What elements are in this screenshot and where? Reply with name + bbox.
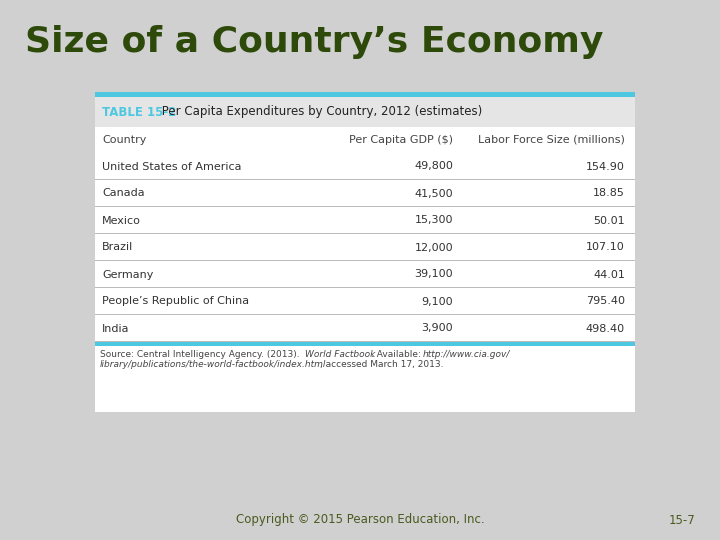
- Text: 154.90: 154.90: [586, 161, 625, 172]
- Bar: [95, 261, 635, 288]
- Text: 3,900: 3,900: [421, 323, 453, 334]
- Bar: [95, 92, 635, 97]
- Text: Canada: Canada: [102, 188, 145, 199]
- Text: 44.01: 44.01: [593, 269, 625, 280]
- Text: 795.40: 795.40: [586, 296, 625, 307]
- Text: Mexico: Mexico: [102, 215, 141, 226]
- Text: Copyright © 2015 Pearson Education, Inc.: Copyright © 2015 Pearson Education, Inc.: [235, 514, 485, 526]
- Bar: [95, 179, 635, 180]
- Text: 18.85: 18.85: [593, 188, 625, 199]
- Text: India: India: [102, 323, 130, 334]
- Bar: [95, 234, 635, 261]
- Text: Source: Central Intelligency Agency. (2013).: Source: Central Intelligency Agency. (20…: [100, 350, 302, 359]
- Text: 49,800: 49,800: [414, 161, 453, 172]
- Text: World Factbook: World Factbook: [305, 350, 375, 359]
- Text: Germany: Germany: [102, 269, 153, 280]
- Bar: [95, 288, 635, 315]
- Text: 12,000: 12,000: [415, 242, 453, 253]
- Bar: [95, 314, 635, 315]
- Text: 9,100: 9,100: [421, 296, 453, 307]
- Bar: [95, 127, 635, 153]
- Bar: [95, 153, 635, 154]
- Bar: [95, 260, 635, 261]
- Text: 41,500: 41,500: [415, 188, 453, 199]
- Bar: [95, 206, 635, 207]
- Bar: [95, 153, 635, 180]
- Text: . Available:: . Available:: [371, 350, 424, 359]
- Bar: [95, 127, 635, 129]
- Bar: [95, 315, 635, 342]
- Text: , accessed March 17, 2013.: , accessed March 17, 2013.: [320, 360, 444, 369]
- Text: Labor Force Size (millions): Labor Force Size (millions): [478, 135, 625, 145]
- Text: TABLE 15-2: TABLE 15-2: [102, 105, 176, 118]
- Text: 498.40: 498.40: [586, 323, 625, 334]
- Text: United States of America: United States of America: [102, 161, 241, 172]
- Bar: [95, 97, 635, 127]
- Text: 39,100: 39,100: [415, 269, 453, 280]
- Text: library/publications/the-world-factbook/index.html: library/publications/the-world-factbook/…: [100, 360, 326, 369]
- Bar: [95, 287, 635, 288]
- Text: Per Capita Expenditures by Country, 2012 (estimates): Per Capita Expenditures by Country, 2012…: [158, 105, 482, 118]
- Bar: [95, 92, 635, 412]
- Text: Per Capita GDP ($): Per Capita GDP ($): [349, 135, 453, 145]
- Text: 15,300: 15,300: [415, 215, 453, 226]
- Text: 50.01: 50.01: [593, 215, 625, 226]
- Text: 15-7: 15-7: [668, 514, 695, 526]
- Bar: [95, 342, 635, 346]
- Text: http://www.cia.gov/: http://www.cia.gov/: [423, 350, 510, 359]
- Bar: [95, 180, 635, 207]
- Text: People’s Republic of China: People’s Republic of China: [102, 296, 249, 307]
- Text: Country: Country: [102, 135, 146, 145]
- Text: Brazil: Brazil: [102, 242, 133, 253]
- Bar: [95, 207, 635, 234]
- Bar: [95, 341, 635, 342]
- Text: Size of a Country’s Economy: Size of a Country’s Economy: [25, 25, 603, 59]
- Text: 107.10: 107.10: [586, 242, 625, 253]
- Bar: [95, 233, 635, 234]
